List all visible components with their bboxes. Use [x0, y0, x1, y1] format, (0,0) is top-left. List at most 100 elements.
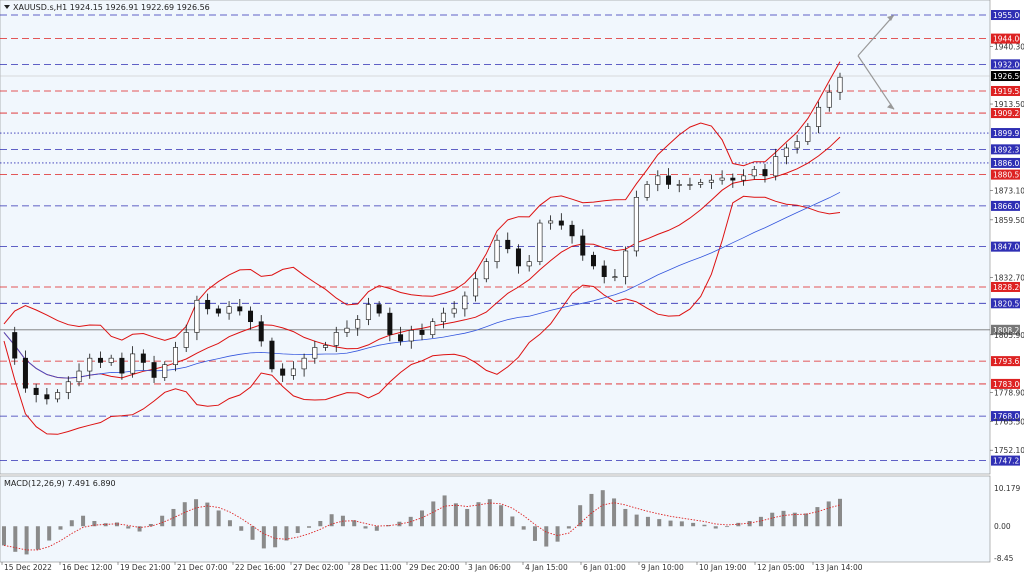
candle-body [719, 177, 725, 181]
macd-bar [307, 526, 312, 528]
candle-body [65, 381, 71, 393]
candle-body [76, 370, 82, 383]
macd-bar [555, 526, 560, 542]
candle-body [773, 156, 779, 177]
candle [344, 320, 350, 337]
macd-bar [453, 503, 458, 527]
level-label: 1820.59 [993, 299, 1024, 308]
candle-body [269, 340, 275, 370]
candle-body [22, 357, 28, 389]
price-panel[interactable] [0, 0, 991, 475]
level-label-box [991, 169, 1020, 180]
x-tick-label: 16 Dec 12:00 [62, 563, 113, 572]
macd-bar [35, 526, 40, 550]
candle-body [698, 182, 704, 185]
macd-bar [781, 510, 786, 527]
candle [248, 306, 254, 330]
level-label: 1892.37 [993, 145, 1024, 154]
candle [515, 244, 521, 274]
candle [719, 170, 725, 185]
current-price-label: 1926.56 [993, 72, 1024, 81]
candle-body [183, 332, 189, 348]
level-label-box [991, 281, 1020, 292]
y-tick-label: 1940.30 [994, 43, 1024, 52]
candle [537, 219, 543, 266]
candle [12, 326, 18, 365]
candle [301, 353, 307, 377]
x-tick-label: 3 Jan 06:00 [468, 563, 511, 572]
candle [387, 307, 393, 342]
macd-bar [713, 526, 718, 529]
level-label: 1944.00 [993, 35, 1024, 44]
macd-bar [160, 515, 165, 527]
macd-bar [442, 495, 447, 527]
candle-body [151, 362, 157, 378]
candle-body [55, 392, 61, 400]
candle-body [623, 250, 629, 277]
level-label-box [991, 157, 1020, 168]
candle [794, 134, 800, 154]
candle [194, 295, 200, 341]
x-tick-label: 22 Dec 16:00 [235, 563, 286, 572]
candle-body [237, 306, 243, 312]
macd-bar [374, 526, 379, 531]
x-axis: 15 Dec 2022 16 Dec 12:00 19 Dec 21:00 21 De… [1, 562, 863, 572]
candle [355, 315, 361, 336]
symbol-header[interactable]: XAUUSD.s,H1 1924.15 1926.91 1922.69 1926… [4, 3, 210, 12]
macd-signal-line [3, 502, 841, 551]
candle [655, 170, 661, 192]
candle-body [162, 364, 168, 378]
candle-body [558, 220, 564, 226]
candle-body [666, 175, 672, 185]
macd-bar [103, 523, 108, 527]
x-tick-label: 12 Jan 05:00 [757, 563, 805, 572]
candle [215, 305, 221, 317]
candle-body [301, 357, 307, 370]
candle [205, 293, 211, 315]
level-label-box [991, 144, 1020, 155]
macd-bar [420, 510, 424, 527]
level-label-box [991, 356, 1020, 367]
current-price-box [991, 71, 1020, 82]
candle [773, 148, 779, 181]
macd-bar [476, 502, 481, 527]
candle [623, 246, 629, 285]
candle-body [687, 184, 693, 186]
level-label: 1866.00 [993, 202, 1024, 211]
candle-body [33, 387, 39, 395]
candle-body [280, 368, 286, 376]
candle [226, 301, 232, 320]
dropdown-triangle-icon[interactable] [4, 5, 10, 9]
candle [108, 354, 114, 366]
level-label: 1919.58 [993, 87, 1024, 96]
candle-body [387, 312, 393, 335]
candle-body [140, 353, 146, 363]
candle [398, 326, 404, 346]
candle-body [194, 299, 200, 333]
macd-bar [69, 520, 74, 527]
macd-panel[interactable] [0, 475, 991, 563]
macd-bar [758, 516, 763, 527]
macd-bar [600, 490, 605, 527]
macd-bar [261, 526, 266, 549]
candle [483, 258, 489, 283]
candle [687, 177, 693, 191]
macd-bar [13, 526, 18, 552]
candle [269, 337, 275, 373]
bollinger-lower [3, 195, 841, 435]
macd-bar [148, 523, 153, 527]
candle [676, 179, 682, 193]
macd-bar [329, 514, 334, 527]
candle-body [344, 327, 350, 333]
candle [376, 301, 382, 317]
macd-bar [566, 526, 571, 529]
macd-bar [589, 493, 594, 527]
level-label-box [991, 241, 1020, 252]
macd-bar [499, 505, 504, 527]
y-axis-labels: 1955.00 1944.00 1932.00 1919.58 1909.28 1899.… [990, 10, 1024, 466]
candle [140, 349, 146, 371]
candle-body [365, 304, 371, 320]
macd-bar [668, 520, 673, 527]
level-label: 1828.20 [993, 283, 1024, 292]
